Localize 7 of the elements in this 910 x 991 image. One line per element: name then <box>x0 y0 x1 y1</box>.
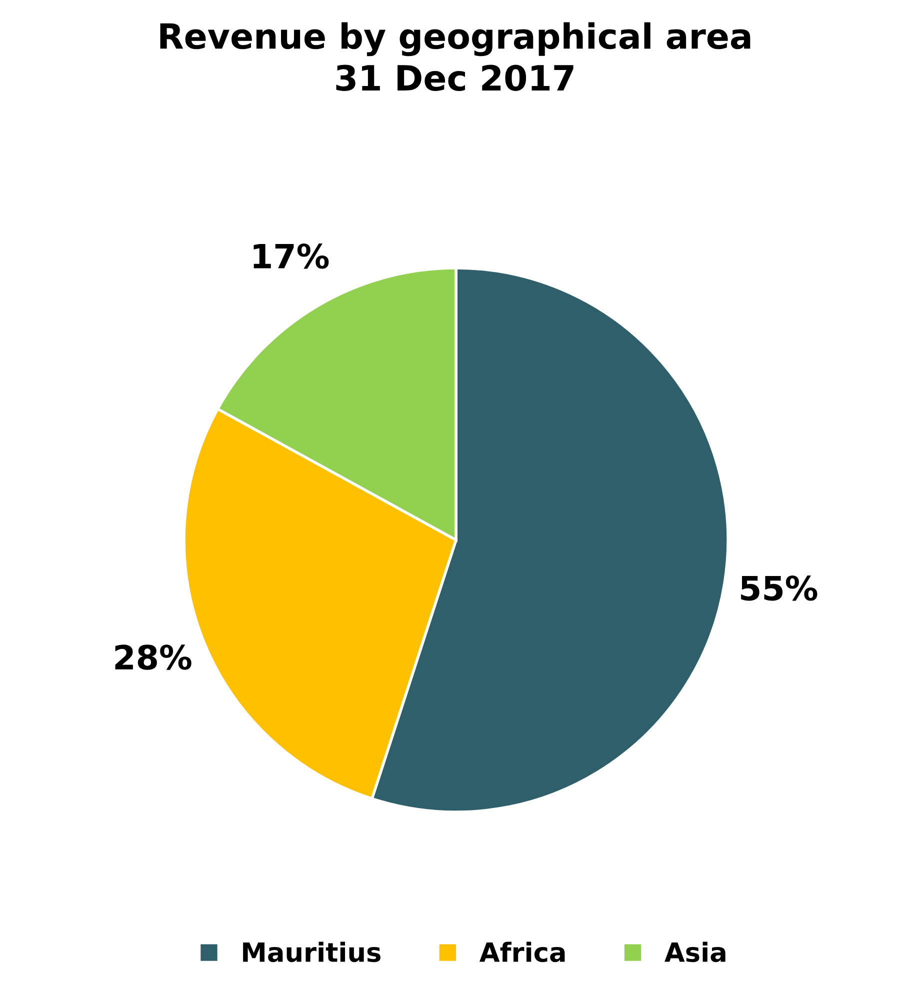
chart-title: Revenue by geographical area 31 Dec 2017 <box>160 22 750 91</box>
data-label: 55% <box>741 576 818 601</box>
data-label: 28% <box>115 644 192 670</box>
legend-label: Africa <box>479 942 565 962</box>
legend-label: Asia <box>664 942 726 962</box>
legend-label: Mauritius <box>243 942 380 962</box>
data-label: 17% <box>254 244 329 269</box>
